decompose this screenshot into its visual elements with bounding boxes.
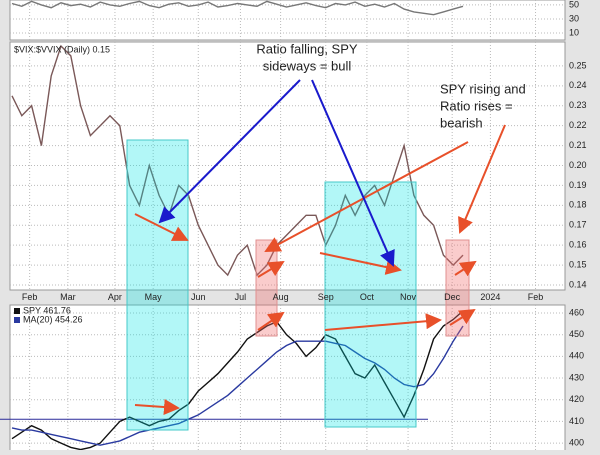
y-tick-label: 440 bbox=[569, 351, 584, 361]
highlights bbox=[126, 139, 470, 431]
y-tick-label: 0.20 bbox=[569, 160, 587, 170]
highlight-box bbox=[126, 139, 189, 431]
y-tick-label: 0.15 bbox=[569, 259, 587, 269]
y-tick-label: 30 bbox=[569, 13, 579, 23]
plot-layer bbox=[0, 0, 565, 451]
arrows bbox=[134, 79, 506, 416]
legend-swatch bbox=[14, 308, 20, 314]
legend-label: MA(20) 454.26 bbox=[23, 314, 83, 324]
arrow bbox=[458, 124, 506, 234]
y-tick-label: 0.19 bbox=[569, 180, 587, 190]
arrow bbox=[257, 260, 285, 278]
arrow bbox=[449, 308, 476, 326]
y-tick-label: 0.25 bbox=[569, 60, 587, 70]
x-tick-label: Dec bbox=[444, 292, 461, 302]
y-tick-label: 0.14 bbox=[569, 279, 587, 289]
chart-title: $VIX:$VVIX (Daily) 0.15 bbox=[14, 44, 110, 54]
legend-swatch bbox=[14, 317, 20, 323]
y-tick-label: 450 bbox=[569, 329, 584, 339]
arrow bbox=[324, 313, 442, 331]
y-tick-label: 400 bbox=[569, 437, 584, 447]
annotation: Ratio rises = bbox=[440, 98, 513, 113]
series-line bbox=[11, 310, 464, 451]
x-tick-label: 2024 bbox=[480, 292, 500, 302]
y-tick-label: 430 bbox=[569, 372, 584, 382]
x-tick-label: Mar bbox=[60, 292, 76, 302]
x-tick-label: Jun bbox=[191, 292, 206, 302]
arrow bbox=[311, 79, 395, 267]
arrow bbox=[134, 399, 180, 416]
y-tick-label: 410 bbox=[569, 416, 584, 426]
panel bbox=[9, 304, 566, 455]
x-tick-label: Feb bbox=[528, 292, 544, 302]
legend-label: SPY 461.76 bbox=[23, 305, 71, 315]
arrow bbox=[158, 79, 301, 224]
x-tick-label: Nov bbox=[400, 292, 417, 302]
x-tick-label: May bbox=[145, 292, 163, 302]
y-tick-label: 0.16 bbox=[569, 240, 587, 250]
x-tick-label: Apr bbox=[108, 292, 122, 302]
series-line bbox=[11, 44, 464, 277]
annotation: SPY rising and bbox=[440, 81, 526, 96]
y-tick-label: 0.23 bbox=[569, 100, 587, 110]
x-tick-label: Feb bbox=[22, 292, 38, 302]
y-tick-label: 0.24 bbox=[569, 80, 587, 90]
highlight-box bbox=[255, 239, 278, 337]
y-tick-label: 50 bbox=[569, 0, 579, 9]
annotation: sideways = bull bbox=[263, 58, 352, 73]
series-line bbox=[11, 325, 464, 446]
x-tick-label: Jul bbox=[235, 292, 247, 302]
series-line bbox=[11, 0, 464, 16]
arrow bbox=[264, 141, 469, 252]
arrow bbox=[454, 260, 477, 277]
highlight-box bbox=[324, 181, 417, 428]
highlight-box bbox=[445, 239, 470, 337]
arrow bbox=[134, 213, 189, 241]
arrow bbox=[257, 311, 285, 331]
x-tick-label: Sep bbox=[318, 292, 334, 302]
annotation: Ratio falling, SPY bbox=[256, 41, 357, 56]
y-tick-label: 420 bbox=[569, 394, 584, 404]
y-tick-label: 10 bbox=[569, 27, 579, 37]
y-tick-label: 0.17 bbox=[569, 220, 587, 230]
x-tick-label: Aug bbox=[273, 292, 289, 302]
y-tick-label: 0.21 bbox=[569, 140, 587, 150]
y-tick-label: 460 bbox=[569, 307, 584, 317]
arrow bbox=[319, 252, 402, 275]
y-tick-label: 0.22 bbox=[569, 120, 587, 130]
x-tick-label: Oct bbox=[360, 292, 375, 302]
y-tick-label: 0.18 bbox=[569, 200, 587, 210]
annotation: bearish bbox=[440, 115, 483, 130]
